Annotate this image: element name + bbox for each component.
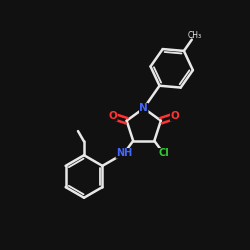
Text: N: N — [140, 103, 148, 113]
Text: CH₃: CH₃ — [188, 31, 202, 40]
Text: NH: NH — [116, 148, 132, 158]
Text: O: O — [170, 111, 179, 121]
Text: O: O — [108, 111, 117, 121]
Text: Cl: Cl — [158, 148, 169, 158]
